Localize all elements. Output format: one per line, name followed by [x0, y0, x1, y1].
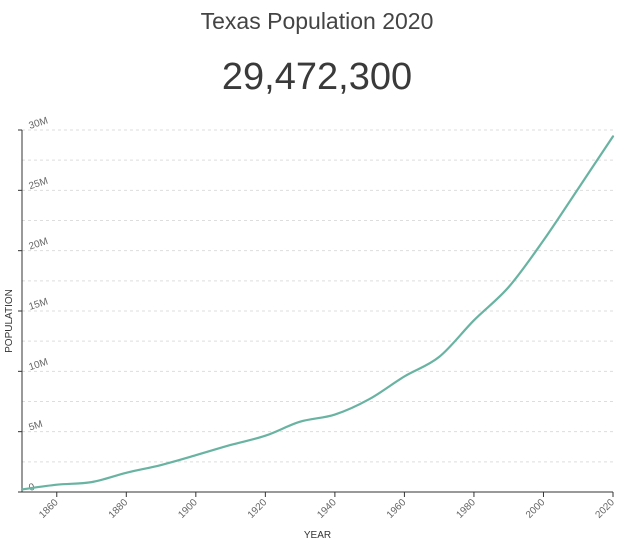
y-tick-label: 5M [28, 419, 45, 434]
chart-title: Texas Population 2020 [200, 8, 434, 34]
y-tick-label: 30M [28, 115, 50, 131]
y-tick-label: 10M [28, 357, 50, 373]
x-tick-label: 2020 [593, 497, 617, 521]
y-tick-label: 20M [28, 236, 50, 252]
y-tick-label: 15M [28, 296, 50, 312]
x-tick-label: 1880 [107, 497, 131, 521]
population-line [20, 135, 615, 491]
population-value: 29,472,300 [221, 56, 413, 98]
x-tick-label: 1960 [385, 497, 409, 521]
y-axis-title: POPULATION [4, 289, 15, 353]
y-tick-label: 25M [28, 176, 50, 192]
series-group [20, 135, 615, 491]
x-tick-label: 1860 [37, 497, 61, 521]
x-tick-label: 1920 [246, 497, 270, 521]
x-tick-label: 1940 [315, 497, 339, 521]
x-tick-label: 1900 [176, 497, 200, 521]
grid-lines [22, 129, 613, 463]
x-axis: 1860 1880 1900 1920 1940 1960 1980 2000 2020 [22, 491, 617, 521]
x-tick-label: 2000 [524, 497, 548, 521]
x-tick-label: 1980 [454, 497, 478, 521]
x-axis-title: YEAR [304, 530, 331, 541]
